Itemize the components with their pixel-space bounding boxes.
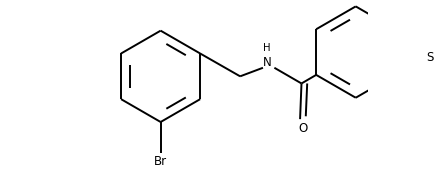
Text: H: H bbox=[264, 43, 271, 54]
Text: Br: Br bbox=[154, 155, 167, 168]
Text: N: N bbox=[263, 56, 272, 69]
Text: S: S bbox=[426, 51, 433, 64]
Text: O: O bbox=[298, 122, 308, 135]
